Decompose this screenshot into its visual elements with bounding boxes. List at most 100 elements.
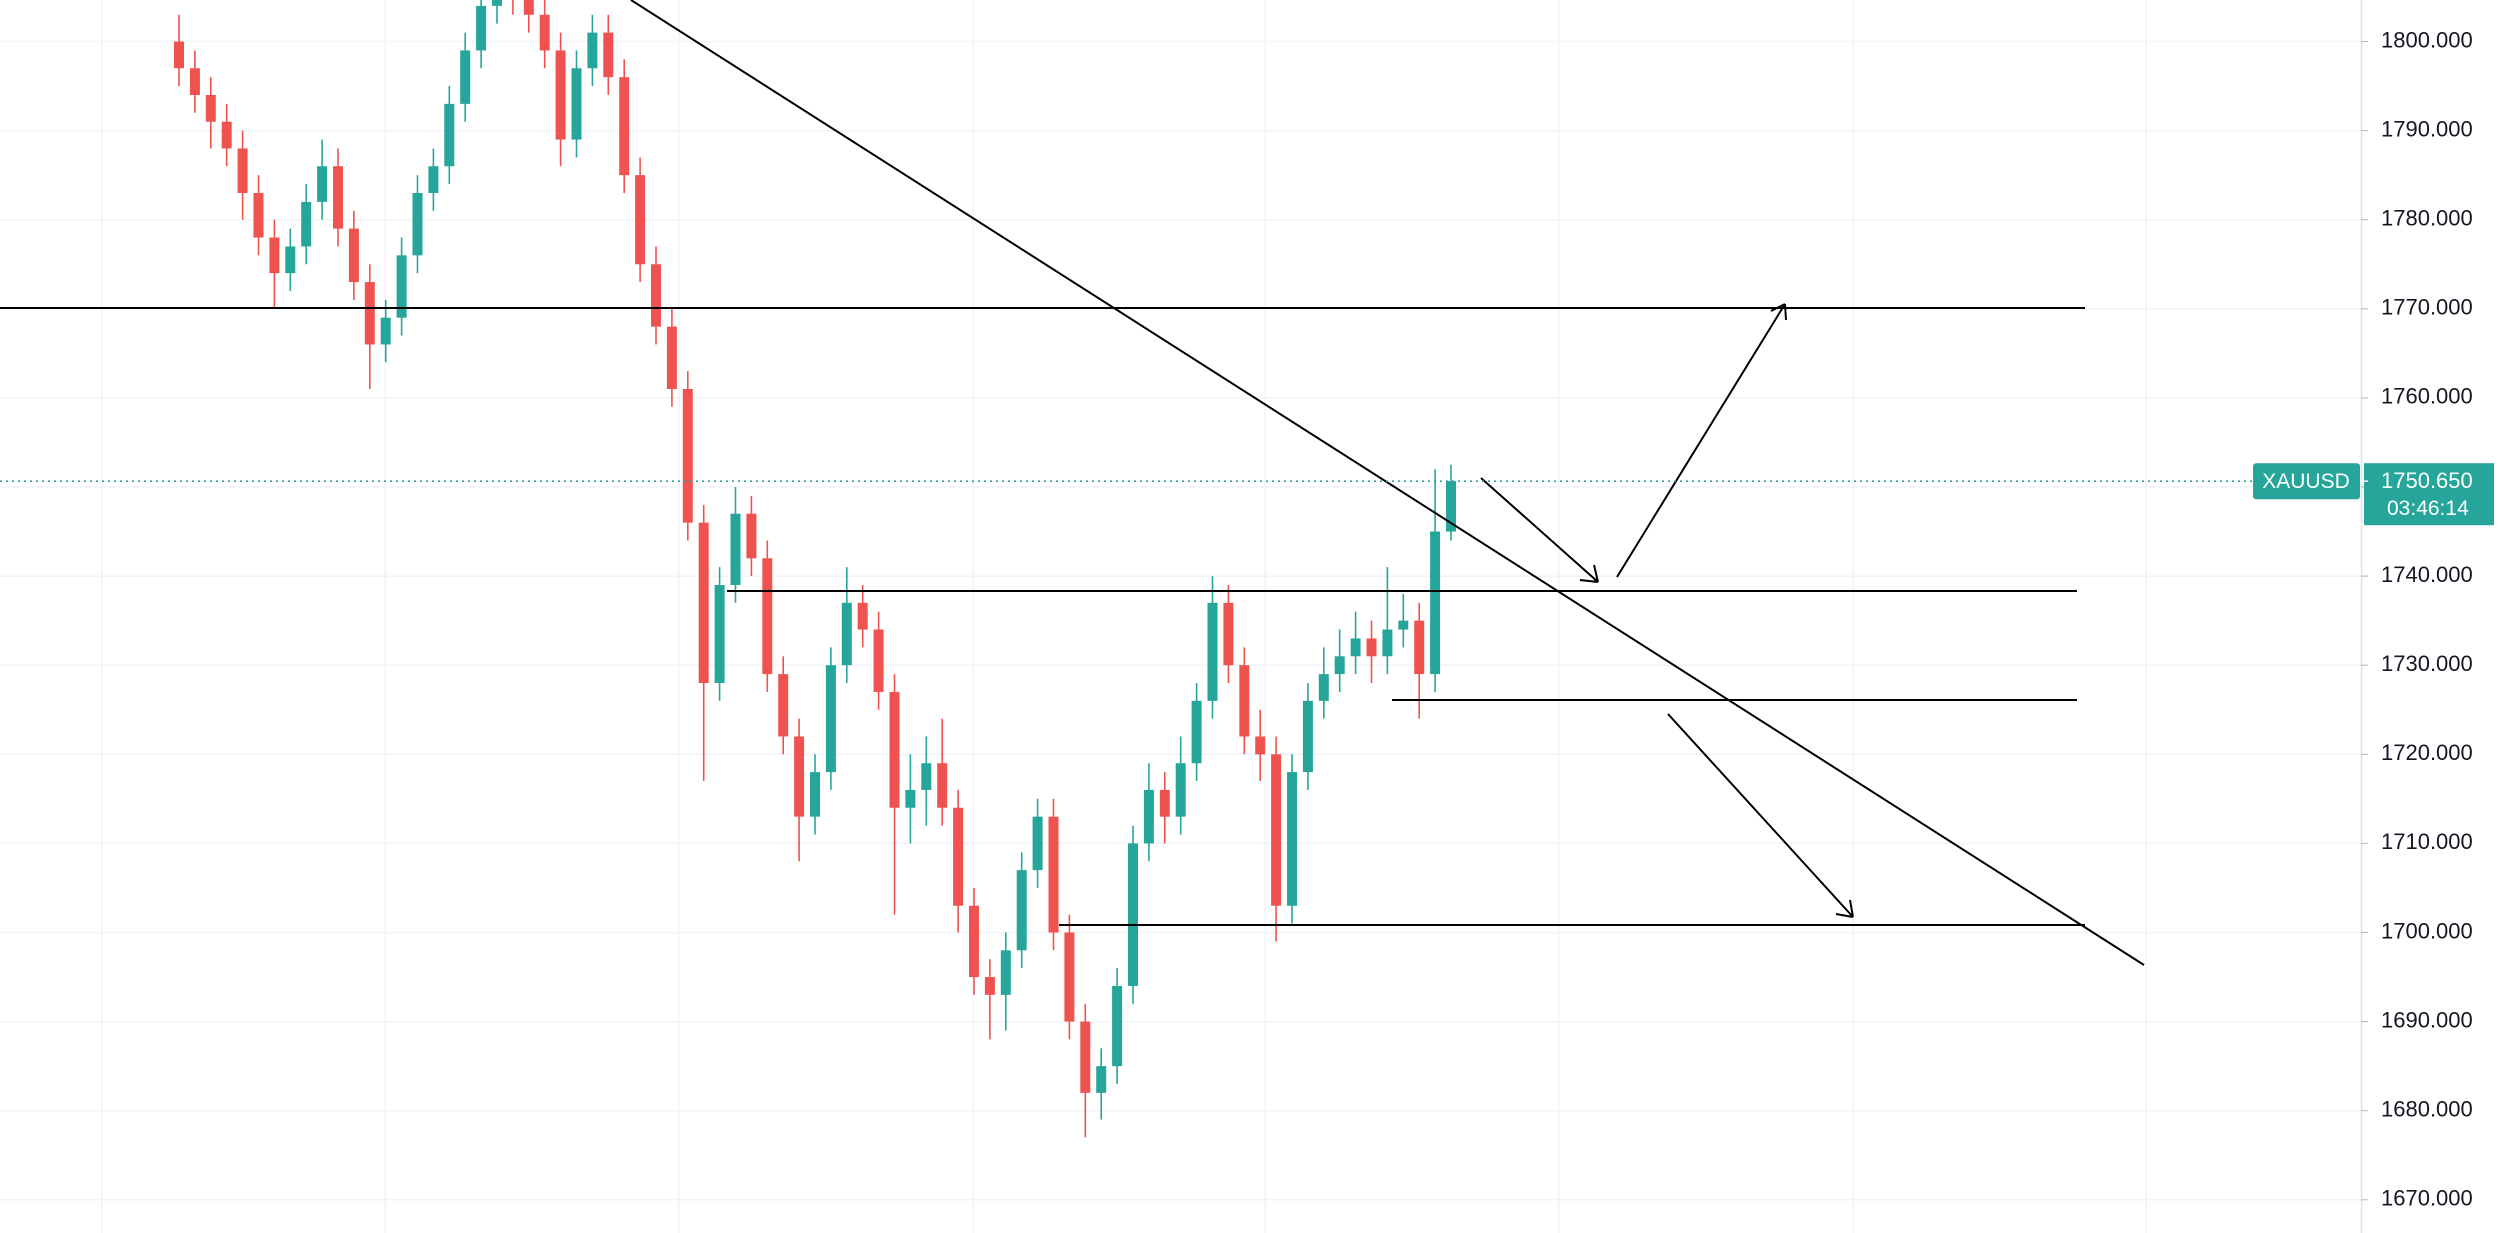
candle-body (1223, 602, 1234, 666)
candle-body (555, 50, 566, 140)
candle-body (778, 674, 789, 737)
candle-body (396, 255, 407, 318)
candle-body (841, 602, 852, 666)
candle-body (1318, 674, 1329, 701)
candle-body (348, 228, 359, 283)
candle-body (1032, 816, 1043, 871)
candle-body (857, 602, 868, 630)
candle-body (746, 513, 757, 559)
arrow (1616, 303, 1787, 578)
candle-body (1271, 754, 1282, 906)
candle-body (682, 388, 693, 523)
candle-body (619, 77, 630, 176)
candle-body (174, 41, 184, 69)
candle-body (269, 237, 280, 274)
candle-body (1255, 736, 1266, 755)
last-price-label: 1750.650 (2381, 468, 2473, 493)
y-tick-label: 1800.000 (2381, 27, 2473, 52)
candle-body (1287, 772, 1297, 906)
candles (174, 0, 1456, 1138)
candle-body (1064, 932, 1075, 1022)
candle-body (984, 977, 995, 995)
price-axis: 1670.000 1680.000 1690.000 1700.000 1710.000… (2361, 27, 2473, 1211)
y-tick-label: 1700.000 (2381, 918, 2473, 943)
candle-body (762, 558, 773, 675)
candle-body (189, 68, 200, 95)
candle-body (1096, 1066, 1107, 1093)
symbol-label: XAUUSD (2262, 470, 2350, 493)
candle-body (905, 789, 916, 808)
candle-body (1000, 950, 1011, 995)
candle-body (1446, 481, 1456, 532)
candle-body (1414, 620, 1425, 675)
arrow (1667, 713, 1854, 918)
price-box (2364, 463, 2494, 526)
y-tick-label: 1680.000 (2381, 1096, 2473, 1121)
candle-body (444, 103, 455, 167)
candle-body (1175, 763, 1186, 817)
candle-body (380, 317, 391, 345)
candle-body (1016, 870, 1027, 951)
candle-body (205, 94, 216, 122)
y-tick-label: 1740.000 (2381, 562, 2473, 587)
candle-body (301, 201, 312, 247)
candle-body (873, 629, 884, 692)
arrow (1480, 477, 1599, 583)
candle-body (1048, 816, 1059, 933)
y-tick-label: 1720.000 (2381, 740, 2473, 765)
candle-body (953, 807, 964, 906)
candle-body (666, 326, 677, 389)
candle-body (1302, 700, 1313, 773)
y-tick-label: 1770.000 (2381, 295, 2473, 320)
candle-body (317, 166, 328, 202)
drawings (0, 0, 2145, 966)
candle-body (253, 192, 264, 238)
candle-body (810, 772, 820, 817)
candle-body (428, 166, 439, 193)
candle-body (937, 763, 948, 808)
candle-body (969, 905, 979, 978)
candle-body (460, 50, 471, 104)
candle-body (587, 32, 598, 69)
candle-body (285, 246, 296, 274)
candle-body (889, 691, 900, 808)
candle-body (1350, 638, 1361, 657)
candle-body (1366, 638, 1377, 657)
candle-body (635, 175, 646, 265)
trend-line (630, 0, 2145, 966)
y-tick-label: 1760.000 (2381, 384, 2473, 409)
candle-body (1207, 602, 1218, 701)
y-tick-label: 1710.000 (2381, 829, 2473, 854)
candle-body (1191, 700, 1202, 764)
candle-body (1159, 789, 1170, 817)
candle-body (1382, 629, 1393, 657)
y-tick-label: 1790.000 (2381, 116, 2473, 141)
candle-body (364, 282, 375, 345)
candle-body (1080, 1021, 1091, 1093)
candle-body (1398, 620, 1409, 630)
candle-body (1143, 789, 1154, 844)
candle-body (825, 665, 836, 773)
candle-body (571, 68, 582, 140)
candle-body (412, 192, 423, 256)
candle-body (492, 0, 502, 6)
candle-body (476, 5, 487, 51)
candle-body (794, 736, 805, 817)
candle-body (221, 121, 232, 149)
candle-body (730, 513, 741, 586)
candle-body (1128, 843, 1138, 986)
candle-body (921, 763, 932, 790)
candle-body (651, 264, 661, 327)
candle-body (714, 585, 725, 684)
candle-body (523, 0, 534, 15)
symbol-box (2253, 463, 2360, 500)
candle-body (1239, 665, 1250, 737)
y-tick-label: 1730.000 (2381, 651, 2473, 676)
countdown-label: 03:46:14 (2387, 497, 2469, 520)
y-tick-label: 1670.000 (2381, 1186, 2473, 1211)
candle-body (333, 166, 343, 229)
candle-body (1334, 656, 1345, 675)
time-grid (101, 0, 2147, 1233)
